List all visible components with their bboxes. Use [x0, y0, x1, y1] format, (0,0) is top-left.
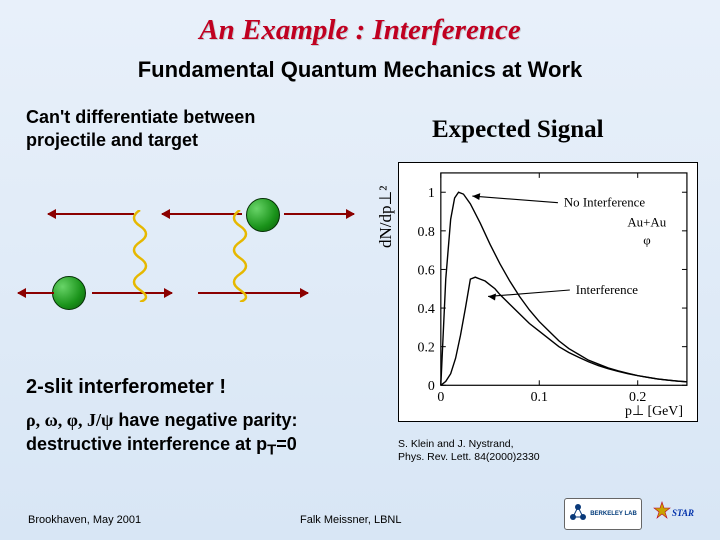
subtitle: Fundamental Quantum Mechanics at Work — [0, 57, 720, 83]
svg-text:0.2: 0.2 — [418, 341, 435, 356]
parity-l2-post: =0 — [276, 434, 297, 454]
svg-text:0: 0 — [428, 379, 435, 394]
svg-text:φ: φ — [643, 233, 650, 247]
svg-text:0.6: 0.6 — [418, 263, 435, 278]
svg-text:0.1: 0.1 — [531, 390, 548, 405]
svg-text:0.4: 0.4 — [418, 302, 435, 317]
wavy-left — [126, 210, 156, 302]
svg-text:1: 1 — [428, 186, 435, 201]
citation: S. Klein and J. Nystrand, Phys. Rev. Let… — [398, 438, 540, 464]
arrow-bot-left — [18, 292, 54, 294]
svg-text:STAR: STAR — [672, 508, 694, 518]
svg-text:0.8: 0.8 — [418, 225, 435, 240]
svg-text:Interference: Interference — [576, 283, 639, 297]
svg-text:Au+Au: Au+Au — [627, 216, 666, 230]
slit-text: 2-slit interferometer ! — [26, 376, 226, 399]
parity-text: ρ, ω, φ, J/ψ have negative parity: destr… — [26, 408, 298, 461]
berkeley-logo: BERKELEY LAB — [564, 498, 642, 530]
star-logo: STAR — [650, 498, 702, 530]
parity-sub: T — [267, 442, 276, 459]
upper-left-l2: projectile and target — [26, 130, 198, 150]
parity-l1-post: have negative parity: — [113, 410, 297, 430]
cite-l1: S. Klein and J. Nystrand, — [398, 438, 514, 450]
svg-text:No Interference: No Interference — [564, 196, 646, 210]
wavy-right — [226, 210, 256, 302]
arrow-top-left-outer — [48, 213, 134, 215]
footer-left: Brookhaven, May 2001 — [28, 514, 141, 526]
page-title: An Example : Interference — [0, 0, 720, 47]
berkeley-icon — [569, 501, 587, 527]
parity-l2-pre: destructive interference at p — [26, 434, 267, 454]
svg-text:0.2: 0.2 — [629, 390, 646, 405]
expected-signal-chart: 00.20.40.60.8100.10.2p⊥ [GeV]No Interfer… — [398, 162, 698, 422]
svg-text:0: 0 — [437, 390, 444, 405]
collision-diagram — [48, 176, 348, 326]
chart-ylabel: dN/dp⊥² — [376, 186, 396, 248]
particle-left — [52, 276, 86, 310]
expected-signal-heading: Expected Signal — [432, 116, 604, 144]
arrow-top-right — [284, 213, 354, 215]
cite-l2: Phys. Rev. Lett. 84(2000)2330 — [398, 451, 540, 463]
upper-left-text: Can't differentiate between projectile a… — [26, 106, 255, 151]
upper-left-l1: Can't differentiate between — [26, 107, 255, 127]
parity-symbols: ρ, ω, φ, J/ψ — [26, 410, 113, 430]
footer-center: Falk Meissner, LBNL — [300, 514, 401, 526]
svg-text:p⊥ [GeV]: p⊥ [GeV] — [625, 404, 683, 419]
berkeley-text: BERKELEY LAB — [590, 511, 637, 517]
